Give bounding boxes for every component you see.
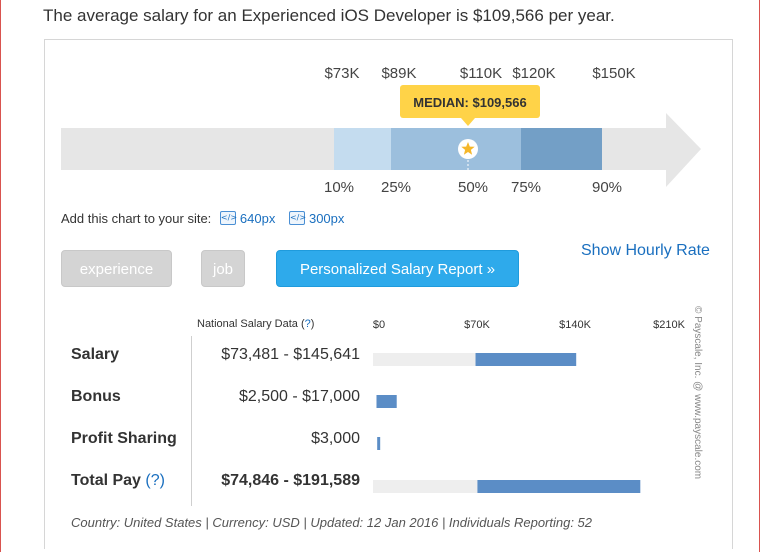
footer-meta: Country: United States | Currency: USD |… [71,515,593,530]
price-label: $73K [324,65,359,82]
percentile-label: 75% [511,179,541,196]
band-10-25 [334,128,391,170]
row-label-salary: Salary [71,346,120,363]
axis-label: $0 [373,319,385,331]
row-label-bonus: Bonus [71,388,121,405]
row-range-profit-sharing: $3,000 [311,430,360,447]
bar-track [373,480,478,493]
pay-bar [377,437,381,450]
embed-code-icon[interactable] [288,211,305,225]
job-button[interactable]: job [201,250,245,287]
row-label-total-pay: Total Pay (?) [71,472,165,489]
experience-button[interactable]: experience [61,250,172,287]
median-badge-pointer [461,118,475,126]
percentile-label: 10% [324,179,354,196]
row-range-bonus: $2,500 - $17,000 [239,388,360,405]
price-label: $110K [460,65,502,82]
price-label: $120K [512,65,555,82]
show-hourly-rate-link[interactable]: Show Hourly Rate [581,242,710,259]
axis-label: $210K [653,319,685,331]
pay-bar [477,480,641,493]
total-pay-help-link[interactable]: (?) [145,472,165,489]
percentile-label: 50% [458,179,488,196]
band-75-90 [521,128,602,170]
embed-640-link[interactable]: 640px [239,211,276,226]
embed-row: Add this chart to your site: 640px 300px [61,211,344,226]
pay-bar [376,395,397,408]
personalized-report-button[interactable]: Personalized Salary Report » [276,250,519,287]
axis-label: $140K [559,319,591,331]
row-range-salary: $73,481 - $145,641 [221,346,360,363]
band-25-75 [391,128,521,170]
median-star-icon [461,142,475,155]
price-label: $89K [381,65,416,82]
median-badge [400,85,540,118]
national-salary-data-header: National Salary Data (?) [197,318,315,330]
copyright-note: © Payscale, Inc. @ www.payscale.com [692,306,703,480]
percentile-label: 25% [381,179,411,196]
table-divider [191,336,192,506]
price-label: $150K [592,65,635,82]
median-label: MEDIAN: $109,566 [413,95,526,110]
embed-300-link[interactable]: 300px [308,211,345,226]
salary-panel [44,39,733,549]
axis-label: $70K [464,319,490,331]
row-label-profit-sharing: Profit Sharing [71,430,177,447]
headline: The average salary for an Experienced iO… [43,6,615,25]
row-range-total-pay: $74,846 - $191,589 [221,472,360,489]
help-link[interactable]: ? [304,318,311,330]
embed-code-icon[interactable] [219,211,236,225]
embed-label: Add this chart to your site: [61,211,212,226]
bar-track [373,353,476,366]
percentile-label: 90% [592,179,622,196]
pay-bar [475,353,577,366]
